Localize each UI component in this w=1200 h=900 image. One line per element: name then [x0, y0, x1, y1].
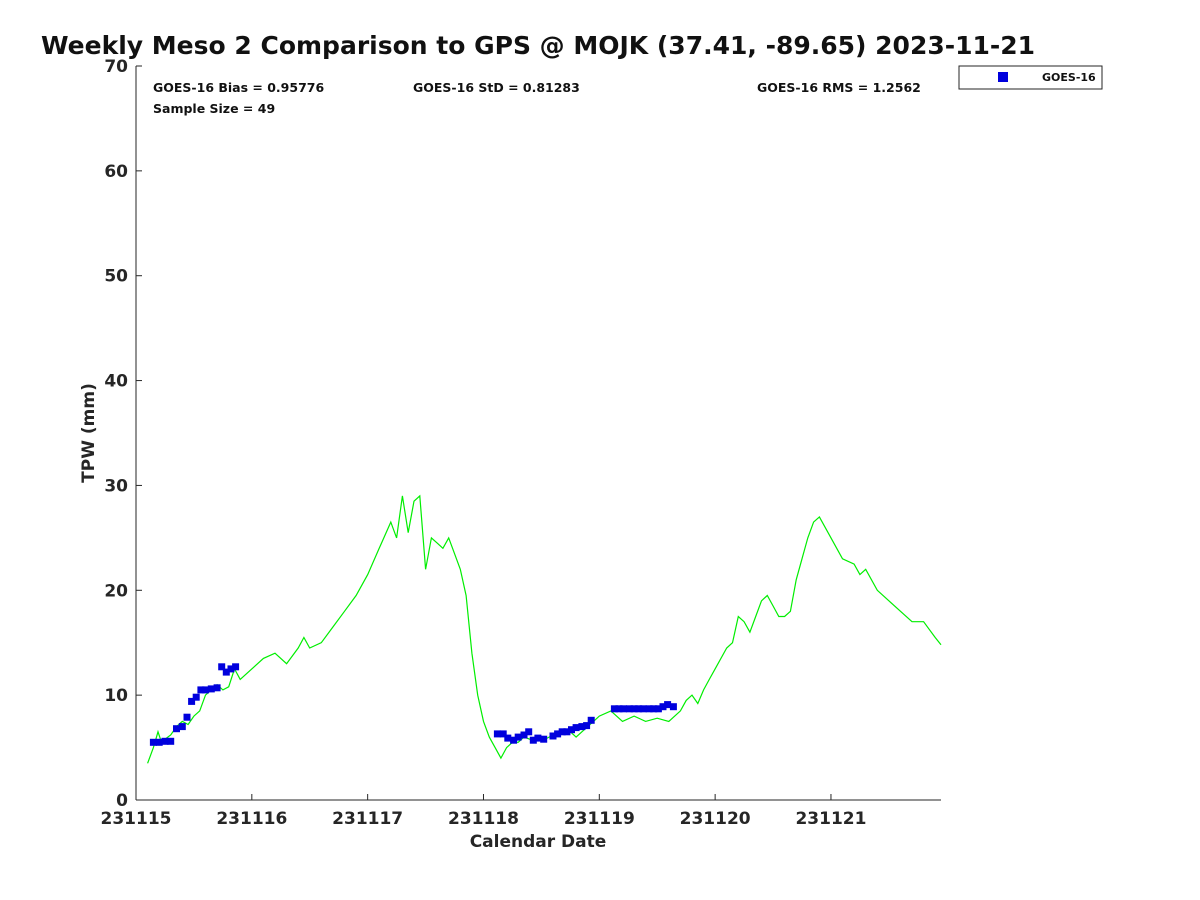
goes16-point	[583, 722, 591, 730]
y-ticks: 0 10 20 30 40 50 60 70	[104, 57, 142, 811]
goes16-point	[558, 728, 566, 736]
gps-series-line	[147, 494, 942, 764]
x-axis-label: Calendar Date	[470, 832, 607, 852]
goes16-point	[625, 705, 633, 713]
legend-swatch-goes16	[998, 72, 1008, 82]
goes16-point	[659, 703, 667, 711]
goes16-point	[525, 728, 533, 736]
goes16-point	[149, 738, 157, 746]
goes-marker-layer	[149, 663, 677, 746]
goes16-point	[504, 734, 512, 742]
x-ticks: 231115 231116 231117 231118 231119 231120 2311…	[101, 794, 866, 829]
y-tick-label: 40	[104, 372, 128, 392]
goes16-point	[610, 705, 618, 713]
goes16-point	[167, 737, 175, 745]
y-tick-label: 10	[104, 686, 128, 706]
goes16-point	[213, 684, 221, 692]
goes16-point	[529, 736, 537, 744]
legend: GOES-16	[958, 65, 1103, 90]
goes16-point	[635, 705, 643, 713]
goes16-point	[664, 701, 672, 709]
goes16-point	[639, 705, 647, 713]
legend-label-goes16: GOES-16	[1042, 71, 1096, 84]
goes16-point	[161, 737, 169, 745]
goes16-point	[572, 724, 580, 732]
goes16-point	[202, 686, 209, 694]
y-tick-label: 70	[104, 57, 128, 77]
stat-std: GOES-16 StD = 0.81283	[413, 80, 580, 95]
goes16-point	[620, 705, 628, 713]
goes16-point	[227, 665, 235, 673]
y-tick-label: 50	[104, 267, 128, 287]
x-tick-label: 231120	[680, 809, 751, 829]
goes16-point	[554, 730, 562, 738]
goes16-point	[520, 731, 528, 739]
x-tick-label: 231118	[448, 809, 519, 829]
goes16-point	[540, 735, 548, 743]
goes16-point	[222, 668, 230, 676]
goes16-point	[510, 736, 518, 744]
y-tick-label: 0	[116, 791, 128, 811]
y-tick-label: 20	[104, 581, 128, 601]
goes16-point	[669, 703, 677, 711]
goes16-point	[493, 730, 501, 738]
goes16-point	[645, 705, 653, 713]
goes16-point	[654, 705, 662, 713]
gps-line-layer	[147, 494, 942, 764]
goes16-point	[173, 725, 180, 733]
stat-sample-size: Sample Size = 49	[153, 101, 275, 116]
goes16-point	[549, 732, 557, 740]
y-axis-label: TPW (mm)	[79, 383, 99, 483]
goes16-point	[534, 734, 542, 742]
y-tick-label: 60	[104, 162, 128, 182]
stat-bias: GOES-16 Bias = 0.95776	[153, 80, 324, 95]
goes16-point	[578, 723, 586, 731]
goes16-point	[514, 733, 522, 741]
goes16-point	[207, 685, 215, 693]
y-tick-label: 30	[104, 476, 128, 496]
goes16-point	[155, 738, 163, 746]
x-tick-label: 231116	[216, 809, 287, 829]
goes16-point	[188, 697, 196, 705]
legend-box	[958, 65, 1103, 90]
goes16-point	[178, 723, 186, 731]
goes16-point	[563, 728, 571, 736]
goes16-point	[499, 730, 507, 738]
goes16-point	[650, 705, 658, 713]
goes16-point	[197, 686, 205, 694]
x-tick-label: 231117	[332, 809, 403, 829]
goes16-point	[630, 705, 638, 713]
goes16-point	[183, 713, 191, 721]
goes16-point	[587, 716, 595, 724]
goes16-point	[615, 705, 623, 713]
x-tick-label: 231121	[795, 809, 866, 829]
stat-rms: GOES-16 RMS = 1.2562	[757, 80, 921, 95]
goes16-point	[232, 663, 240, 671]
plot-area	[135, 66, 941, 801]
goes16-point	[192, 693, 200, 701]
x-tick-label: 231115	[101, 809, 172, 829]
goes16-point	[218, 663, 226, 671]
chart-title: Weekly Meso 2 Comparison to GPS @ MOJK (…	[41, 31, 1035, 60]
x-tick-label: 231119	[564, 809, 635, 829]
goes16-point	[568, 726, 575, 734]
